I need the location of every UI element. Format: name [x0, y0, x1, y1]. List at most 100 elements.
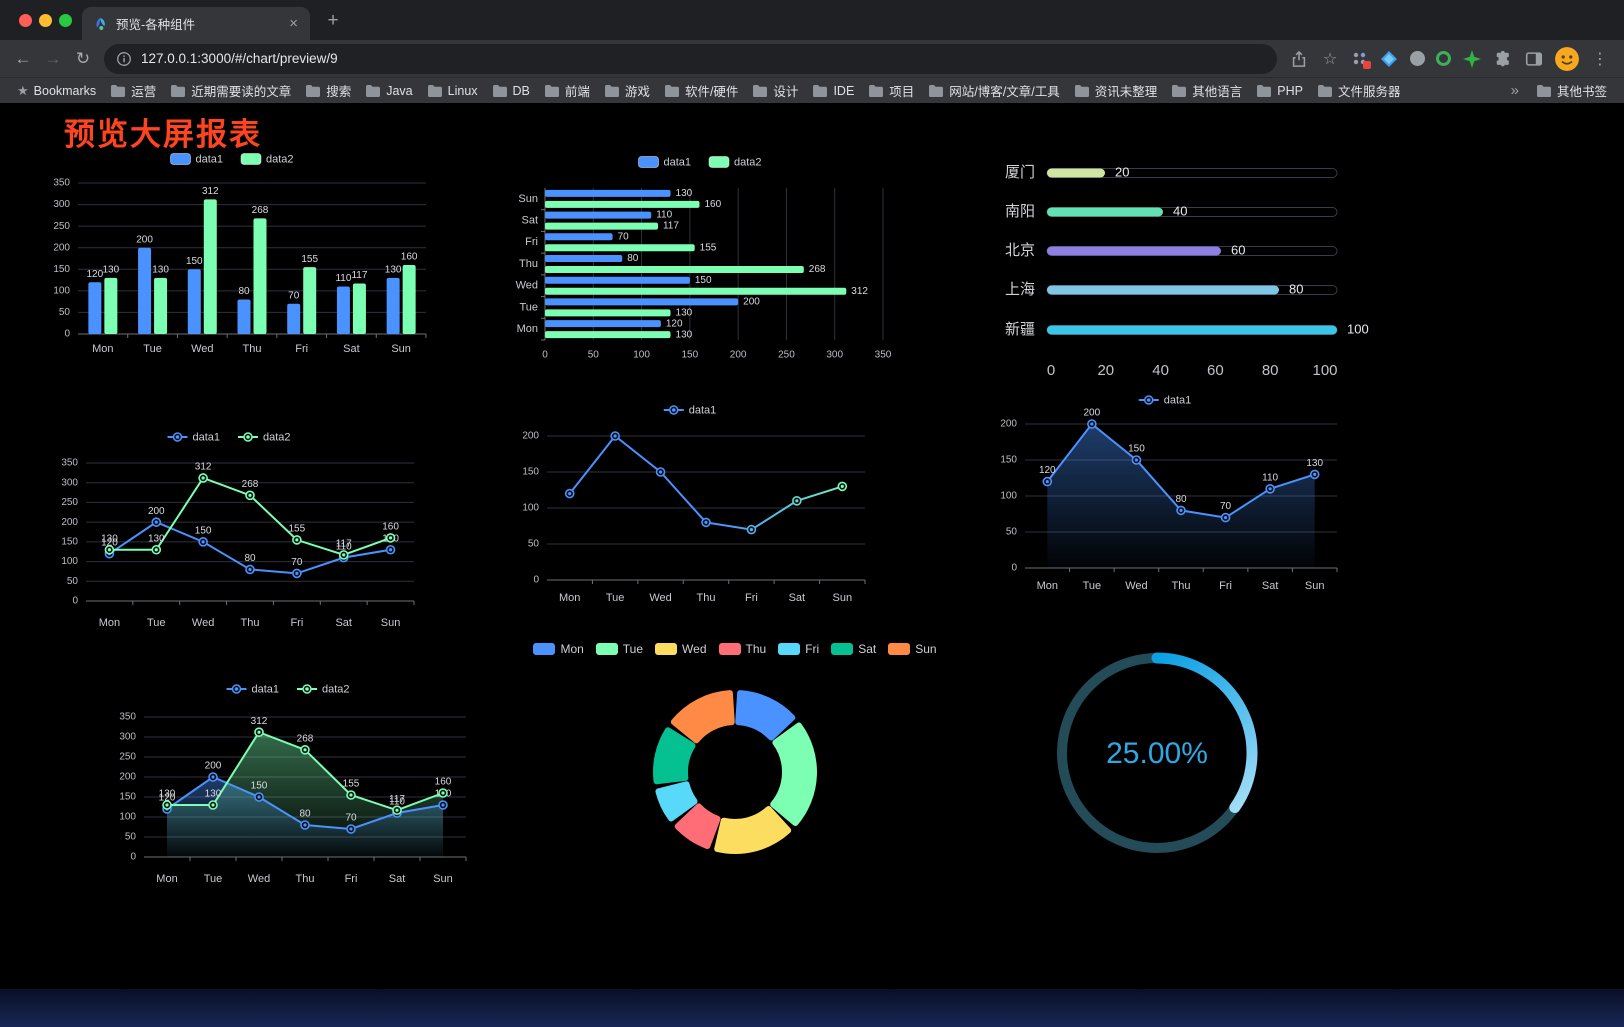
- bar[interactable]: [187, 269, 201, 334]
- progress-fill[interactable]: [1047, 285, 1279, 295]
- pie-slice-Tue[interactable]: [770, 722, 817, 827]
- bookmark-folder[interactable]: 文件服务器: [1310, 79, 1408, 102]
- bar[interactable]: [545, 200, 700, 208]
- bar[interactable]: [545, 211, 652, 219]
- chart-legend[interactable]: data1: [1138, 394, 1192, 406]
- menu-kebab-icon[interactable]: ⋮: [1592, 50, 1608, 68]
- chart-progress-bars[interactable]: 厦门 20 南阳 40 北京 60 上海 80 新疆 100 0 20 40 60 80 100: [985, 153, 1371, 398]
- bar[interactable]: [545, 255, 623, 262]
- zoom-window-button[interactable]: [59, 14, 72, 27]
- bar[interactable]: [545, 233, 613, 241]
- bar[interactable]: [104, 277, 118, 334]
- pie-legend-item[interactable]: Fri: [778, 642, 819, 656]
- bookmark-folder[interactable]: PHP: [1249, 82, 1310, 100]
- pie-legend-item[interactable]: Mon: [533, 642, 584, 656]
- bookmark-folder[interactable]: 搜索: [298, 79, 358, 102]
- bookmarks-root-item[interactable]: ★ Bookmarks: [10, 81, 103, 101]
- bar[interactable]: [402, 264, 416, 334]
- pie-legend-item[interactable]: Sat: [831, 642, 876, 656]
- bookmark-folder[interactable]: 资讯未整理: [1067, 79, 1165, 102]
- bar[interactable]: [545, 331, 671, 339]
- chart-area-single[interactable]: data1 0 50 100 150 200 Mon Tue Wed Thu Fri Sat Sun 12…: [983, 388, 1351, 606]
- pie-slice-Sun[interactable]: [670, 690, 735, 744]
- bookmark-folder[interactable]: IDE: [805, 82, 861, 100]
- chart-donut[interactable]: Mon Tue Wed Thu Fri Sat Sun: [533, 636, 937, 986]
- chart-legend[interactable]: data1 data2: [226, 683, 350, 695]
- pie-slice-Thu[interactable]: [674, 803, 721, 850]
- site-info-icon[interactable]: [116, 51, 132, 67]
- pie-legend-item[interactable]: Thu: [718, 642, 766, 656]
- chart-legend[interactable]: data1 data2: [167, 431, 291, 443]
- bar[interactable]: [545, 222, 658, 230]
- bookmarks-overflow-button[interactable]: »: [1510, 82, 1519, 99]
- side-panel-icon[interactable]: [1524, 49, 1544, 69]
- bar[interactable]: [545, 298, 739, 306]
- chart-legend[interactable]: data1 data2: [170, 153, 294, 165]
- extension-icon-green-ring[interactable]: [1436, 51, 1451, 66]
- minimize-window-button[interactable]: [39, 14, 52, 27]
- chart-line-dual-area[interactable]: data1 data2 0 50 100 150 200 250 300 350 Mon Tue Wed…: [98, 675, 482, 903]
- chart-legend[interactable]: data1 data2: [638, 156, 762, 168]
- forward-button[interactable]: →: [44, 48, 62, 68]
- chart-legend[interactable]: data1: [663, 404, 717, 416]
- chart-horizontal-bar[interactable]: data1 data2 0 50 100 150 200 250 300 350 Sun 130 160…: [503, 148, 901, 378]
- chart-line-gradient[interactable]: data1 0 50 100 150 200 Mon Tue Wed Thu Fri Sat Sun: [503, 396, 881, 618]
- progress-fill[interactable]: [1047, 325, 1337, 335]
- bar[interactable]: [545, 276, 690, 284]
- bar[interactable]: [287, 303, 301, 334]
- bar[interactable]: [154, 277, 168, 334]
- extension-icon-gray-circle[interactable]: [1410, 51, 1425, 66]
- pie-legend-item[interactable]: Tue: [595, 642, 643, 656]
- bookmark-folder[interactable]: Java: [358, 82, 419, 100]
- progress-fill[interactable]: [1047, 246, 1221, 256]
- pie-slice-Fri[interactable]: [655, 781, 698, 822]
- pie-slice-Wed[interactable]: [714, 805, 792, 854]
- bookmark-folder[interactable]: 网站/博客/文章/工具: [921, 79, 1066, 102]
- pie-legend-item[interactable]: Wed: [655, 642, 707, 656]
- browser-tab[interactable]: 预览-各种组件 ×: [82, 7, 310, 40]
- bar[interactable]: [545, 309, 671, 317]
- bar[interactable]: [352, 283, 366, 334]
- chart-grouped-bar[interactable]: data1 data2 0 50 100 150 200 250 300 350 Mon Tue Wed…: [34, 145, 434, 370]
- chart-line-dual[interactable]: data1 data2 0 50 100 150 200 250 300 350 Mon Tue Wed…: [40, 423, 422, 648]
- address-bar[interactable]: 127.0.0.1:3000/#/chart/preview/9: [104, 43, 1277, 74]
- bookmark-folder[interactable]: Linux: [420, 82, 485, 100]
- bar[interactable]: [203, 199, 217, 334]
- bar[interactable]: [253, 218, 267, 334]
- bar[interactable]: [545, 189, 671, 197]
- bar[interactable]: [386, 277, 400, 334]
- profile-avatar[interactable]: [1555, 46, 1579, 71]
- bar[interactable]: [303, 267, 317, 334]
- new-tab-button[interactable]: +: [327, 10, 339, 31]
- share-icon[interactable]: [1289, 49, 1309, 69]
- bar[interactable]: [336, 286, 350, 334]
- extension-icon-green-star[interactable]: [1462, 49, 1482, 69]
- extension-icon-gem[interactable]: [1379, 49, 1399, 69]
- pie-slice-Mon[interactable]: [735, 690, 796, 741]
- bookmark-folder[interactable]: 近期需要读的文章: [163, 79, 298, 102]
- bar[interactable]: [237, 299, 251, 334]
- bar[interactable]: [545, 266, 804, 273]
- extension-icon-tray[interactable]: [1351, 50, 1371, 69]
- chart-gauge[interactable]: 25.00%: [1050, 646, 1264, 860]
- extensions-puzzle-icon[interactable]: [1493, 49, 1513, 69]
- bookmark-folder[interactable]: 设计: [745, 79, 805, 102]
- pie-legend-item[interactable]: Sun: [888, 642, 937, 656]
- bookmark-star-icon[interactable]: ☆: [1322, 50, 1338, 68]
- reload-button[interactable]: ↻: [75, 48, 91, 68]
- tab-close-icon[interactable]: ×: [289, 15, 298, 32]
- bookmark-folder[interactable]: DB: [485, 82, 537, 100]
- progress-fill[interactable]: [1047, 168, 1105, 178]
- bookmark-folder[interactable]: 其他语言: [1164, 79, 1249, 102]
- bookmark-folder[interactable]: 软件/硬件: [657, 79, 745, 102]
- bar[interactable]: [138, 247, 152, 334]
- other-bookmarks-folder[interactable]: 其他书签: [1529, 79, 1614, 102]
- bar[interactable]: [545, 287, 847, 295]
- bookmark-folder[interactable]: 项目: [861, 79, 921, 102]
- bookmark-folder[interactable]: 运营: [103, 79, 163, 102]
- bar[interactable]: [88, 282, 102, 334]
- bookmark-folder[interactable]: 前端: [537, 79, 597, 102]
- bar[interactable]: [545, 320, 661, 328]
- bar[interactable]: [545, 244, 695, 252]
- back-button[interactable]: ←: [14, 48, 32, 68]
